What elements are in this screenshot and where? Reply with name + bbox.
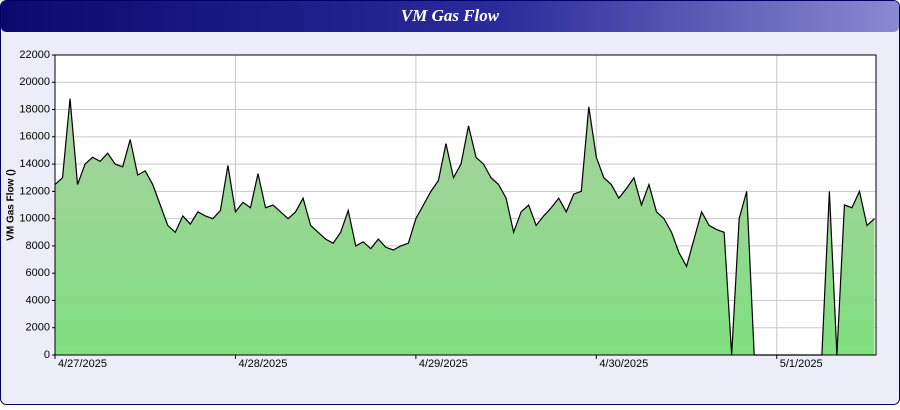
y-tick-label: 8000 — [26, 240, 50, 252]
y-tick-label: 18000 — [19, 103, 50, 115]
y-tick-label: 22000 — [19, 49, 50, 61]
line — [54, 98, 875, 356]
title-bar — [1, 1, 899, 32]
area — [55, 98, 875, 355]
y-tick-label: 20000 — [19, 76, 50, 88]
x-tick-label: 4/28/2025 — [238, 358, 287, 370]
y-tick-label: 14000 — [19, 158, 50, 170]
y-tick-label: 10000 — [19, 213, 50, 225]
x-tick-label: 5/1/2025 — [780, 358, 823, 370]
x-tick-label: 4/29/2025 — [419, 358, 468, 370]
x-tick-label: 4/30/2025 — [599, 358, 648, 370]
plot-border — [54, 54, 877, 356]
y-tick-label: 4000 — [26, 294, 50, 306]
y-tick-label: 2000 — [26, 322, 50, 334]
y-tick-label: 16000 — [19, 131, 50, 143]
y-tick-label: 0 — [44, 349, 50, 361]
x-tick-label: 4/27/2025 — [58, 358, 107, 370]
y-tick-label: 6000 — [26, 267, 50, 279]
y-axis-label: VM Gas Flow () — [6, 169, 17, 241]
y-tick-label: 12000 — [19, 185, 50, 197]
chart-title: VM Gas Flow — [401, 6, 500, 25]
